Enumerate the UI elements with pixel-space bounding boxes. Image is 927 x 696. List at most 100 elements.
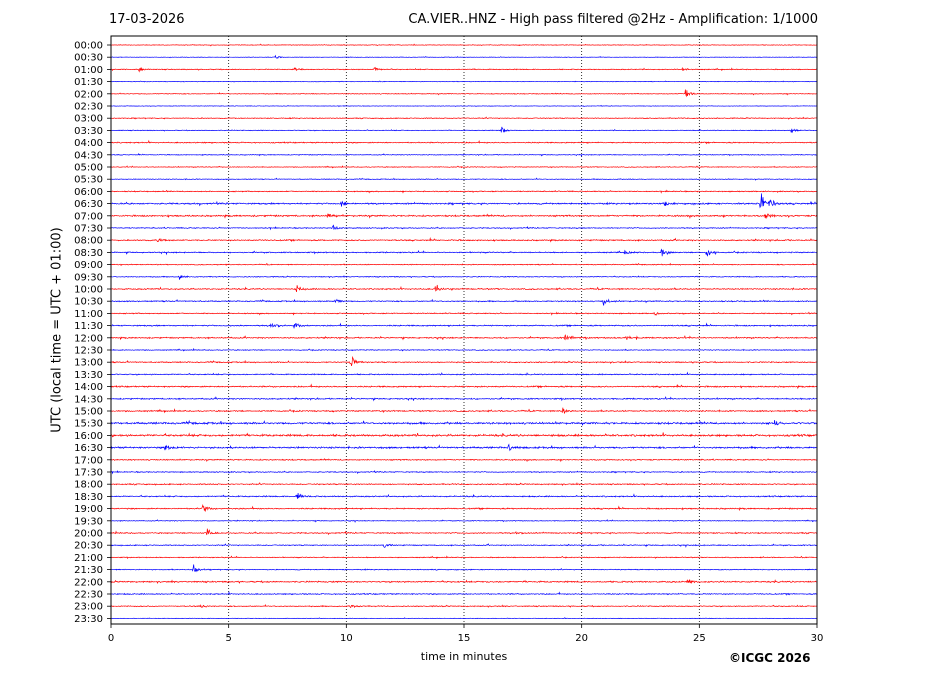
trace-0400 bbox=[110, 139, 818, 145]
plot-date: 17-03-2026 bbox=[109, 12, 185, 27]
trace-0130 bbox=[110, 80, 818, 83]
y-tick-label: 12:30 bbox=[74, 346, 103, 357]
x-axis-label: time in minutes bbox=[420, 650, 508, 663]
y-tick-label: 14:30 bbox=[74, 394, 103, 405]
trace-2230 bbox=[110, 591, 818, 596]
y-tick-label: 01:30 bbox=[74, 77, 103, 88]
y-tick-label: 14:00 bbox=[74, 382, 103, 393]
y-tick-label: 08:30 bbox=[74, 248, 103, 259]
y-tick-label: 23:30 bbox=[74, 614, 103, 625]
y-tick-label: 06:30 bbox=[74, 199, 103, 210]
trace-0030 bbox=[110, 54, 818, 59]
y-tick-label: 01:00 bbox=[74, 65, 103, 76]
y-tick-label: 11:00 bbox=[74, 309, 103, 320]
trace-1730 bbox=[110, 470, 818, 475]
y-tick-label: 09:00 bbox=[74, 260, 103, 271]
y-tick-label: 16:00 bbox=[74, 431, 103, 442]
trace-0430 bbox=[110, 152, 818, 157]
y-tick-label: 19:00 bbox=[74, 504, 103, 515]
y-tick-label: 13:30 bbox=[74, 370, 103, 381]
trace-1300 bbox=[110, 355, 818, 366]
trace-1030 bbox=[110, 298, 818, 306]
y-tick-label: 20:30 bbox=[74, 541, 103, 552]
trace-0830 bbox=[110, 248, 818, 257]
y-tick-label: 16:30 bbox=[74, 443, 103, 454]
trace-0730 bbox=[110, 224, 818, 231]
y-tick-label: 03:30 bbox=[74, 126, 103, 137]
trace-0100 bbox=[110, 66, 818, 73]
trace-1000 bbox=[110, 284, 818, 293]
y-tick-label: 22:00 bbox=[74, 577, 103, 588]
trace-1500 bbox=[110, 407, 818, 415]
y-tick-label: 10:00 bbox=[74, 285, 103, 296]
y-tick-label: 05:30 bbox=[74, 175, 103, 186]
y-tick-label: 11:30 bbox=[74, 321, 103, 332]
trace-1330 bbox=[110, 371, 818, 376]
trace-1400 bbox=[110, 383, 818, 390]
y-tick-label: 02:00 bbox=[74, 89, 103, 100]
y-tick-label: 23:00 bbox=[74, 602, 103, 613]
y-tick-label: 04:30 bbox=[74, 150, 103, 161]
y-tick-label: 17:00 bbox=[74, 455, 103, 466]
trace-2330 bbox=[110, 617, 818, 620]
trace-1530 bbox=[110, 419, 818, 426]
trace-0500 bbox=[110, 165, 818, 169]
y-tick-label: 21:00 bbox=[74, 553, 103, 564]
y-tick-label: 04:00 bbox=[74, 138, 103, 149]
trace-0300 bbox=[110, 116, 818, 120]
x-tick-label: 5 bbox=[225, 633, 231, 644]
x-tick-label: 15 bbox=[458, 633, 471, 644]
trace-0930 bbox=[110, 275, 818, 280]
y-tick-label: 18:00 bbox=[74, 480, 103, 491]
x-tick-label: 30 bbox=[811, 633, 824, 644]
y-tick-label: 06:00 bbox=[74, 187, 103, 198]
trace-1230 bbox=[110, 347, 818, 352]
trace-0800 bbox=[110, 236, 818, 243]
trace-2100 bbox=[110, 555, 818, 560]
trace-0330 bbox=[110, 126, 818, 134]
trace-1900 bbox=[110, 504, 818, 512]
trace-1930 bbox=[110, 519, 818, 523]
y-tick-label: 12:00 bbox=[74, 333, 103, 344]
trace-1800 bbox=[110, 482, 818, 487]
trace-0900 bbox=[110, 262, 818, 267]
trace-2030 bbox=[110, 543, 818, 548]
x-tick-label: 20 bbox=[575, 633, 588, 644]
y-tick-label: 17:30 bbox=[74, 468, 103, 479]
y-tick-label: 09:30 bbox=[74, 272, 103, 283]
chart-title: CA.VIER..HNZ - High pass filtered @2Hz -… bbox=[408, 12, 818, 27]
trace-2130 bbox=[110, 564, 818, 573]
y-tick-label: 19:30 bbox=[74, 516, 103, 527]
y-tick-label: 18:30 bbox=[74, 492, 103, 503]
x-tick-label: 0 bbox=[108, 633, 114, 644]
trace-0600 bbox=[110, 189, 818, 194]
y-tick-label: 10:30 bbox=[74, 297, 103, 308]
y-tick-label: 15:30 bbox=[74, 419, 103, 430]
trace-1430 bbox=[110, 396, 818, 402]
y-tick-label: 00:30 bbox=[74, 53, 103, 64]
trace-0230 bbox=[110, 104, 818, 108]
y-tick-label: 00:00 bbox=[74, 41, 103, 52]
trace-2200 bbox=[110, 579, 818, 585]
trace-1130 bbox=[110, 322, 818, 329]
trace-0700 bbox=[110, 213, 818, 219]
trace-0000 bbox=[110, 43, 818, 47]
y-tick-label: 02:30 bbox=[74, 102, 103, 113]
y-tick-label: 03:00 bbox=[74, 114, 103, 125]
trace-0200 bbox=[110, 89, 818, 98]
y-tick-label: 07:00 bbox=[74, 211, 103, 222]
trace-1630 bbox=[110, 443, 818, 452]
y-tick-label: 05:00 bbox=[74, 163, 103, 174]
y-tick-label: 22:30 bbox=[74, 590, 103, 601]
y-tick-label: 21:30 bbox=[74, 565, 103, 576]
y-tick-label: 15:00 bbox=[74, 407, 103, 418]
y-tick-label: 13:00 bbox=[74, 358, 103, 369]
y-tick-label: 20:00 bbox=[74, 529, 103, 540]
trace-1830 bbox=[110, 492, 818, 499]
trace-1600 bbox=[110, 432, 818, 438]
copyright-text: ©ICGC 2026 bbox=[729, 651, 811, 665]
x-tick-label: 25 bbox=[693, 633, 706, 644]
trace-0630 bbox=[110, 193, 818, 209]
y-tick-label: 08:00 bbox=[74, 236, 103, 247]
